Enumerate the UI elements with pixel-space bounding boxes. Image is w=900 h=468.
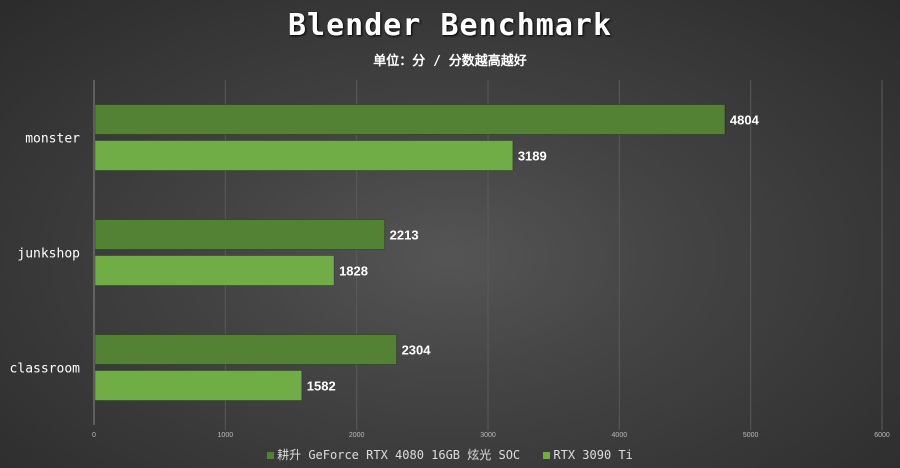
chart-subtitle: 单位：分 / 分数越高越好 — [373, 54, 527, 69]
bar — [94, 104, 726, 135]
legend: 耕升 GeForce RTX 4080 16GB 炫光 SOC RTX 3090… — [0, 446, 900, 463]
category-label: junkshop — [17, 247, 80, 262]
data-label: 2213 — [390, 228, 419, 243]
bar — [94, 140, 514, 171]
bar — [94, 255, 335, 286]
legend-item-series-1: 耕升 GeForce RTX 4080 16GB 炫光 SOC — [267, 446, 520, 463]
bar — [94, 370, 303, 401]
legend-swatch — [267, 452, 275, 459]
chart-title: Blender Benchmark — [287, 8, 613, 43]
x-tick-label: 3000 — [480, 432, 496, 439]
x-tick-label: 5000 — [743, 432, 759, 439]
data-label: 3189 — [518, 149, 547, 164]
data-label: 4804 — [730, 113, 760, 128]
category-label: classroom — [10, 362, 81, 377]
data-label: 2304 — [402, 343, 432, 358]
legend-label: RTX 3090 Ti — [553, 448, 633, 462]
x-tick-label: 1000 — [218, 432, 234, 439]
legend-item-series-2: RTX 3090 Ti — [543, 448, 633, 462]
x-tick-label: 2000 — [349, 432, 365, 439]
x-tick-label: 6000 — [874, 432, 890, 439]
bar — [94, 334, 398, 365]
category-label: monster — [25, 132, 80, 147]
x-tick-label: 0 — [92, 432, 96, 439]
data-label: 1828 — [339, 264, 368, 279]
x-tick-label: 4000 — [612, 432, 628, 439]
legend-label: 耕升 GeForce RTX 4080 16GB 炫光 SOC — [277, 448, 521, 462]
data-label: 1582 — [307, 379, 336, 394]
legend-swatch — [543, 452, 551, 459]
bar — [94, 219, 386, 250]
